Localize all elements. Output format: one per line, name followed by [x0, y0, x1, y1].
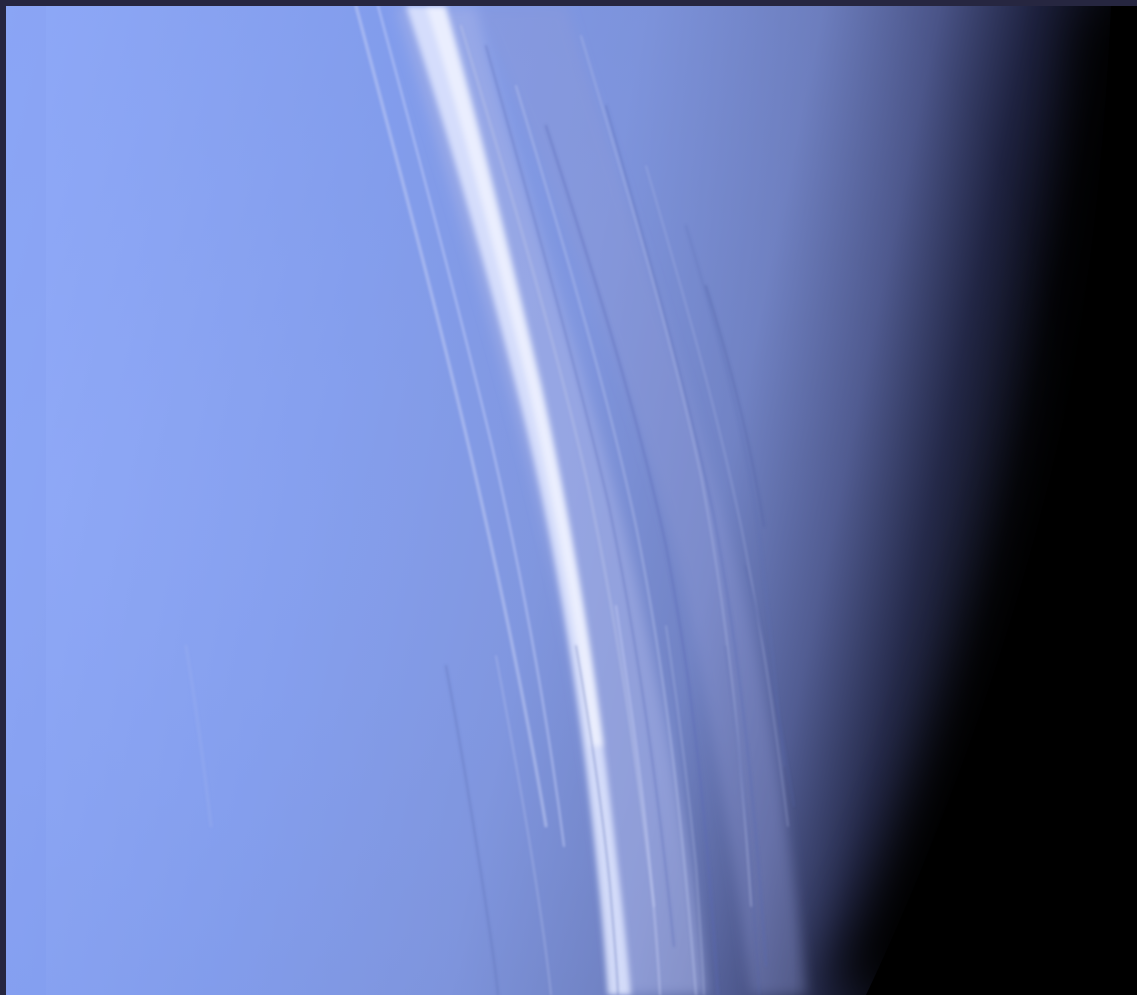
- left-edge-shade: [6, 6, 46, 995]
- space-background: [866, 6, 1137, 995]
- planet-image-svg: [6, 6, 1137, 995]
- bright-cloud-streak: [406, 6, 631, 995]
- planet-photo: [6, 6, 1137, 995]
- fine-cloud-streaks: [184, 6, 795, 995]
